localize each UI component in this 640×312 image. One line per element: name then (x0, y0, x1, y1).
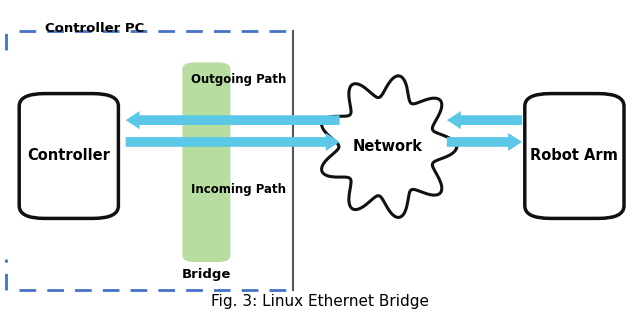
Text: Controller: Controller (28, 149, 110, 163)
FancyArrowPatch shape (125, 133, 340, 151)
FancyArrowPatch shape (447, 133, 522, 151)
FancyBboxPatch shape (19, 94, 118, 218)
Text: Controller PC: Controller PC (45, 22, 144, 35)
Text: Bridge: Bridge (181, 268, 231, 281)
Text: Outgoing Path: Outgoing Path (191, 73, 286, 86)
Text: Network: Network (352, 139, 422, 154)
FancyBboxPatch shape (182, 62, 230, 262)
FancyBboxPatch shape (525, 94, 624, 218)
Text: Incoming Path: Incoming Path (191, 183, 285, 196)
FancyArrowPatch shape (447, 111, 522, 129)
FancyArrowPatch shape (125, 111, 340, 129)
Text: Fig. 3: Linux Ethernet Bridge: Fig. 3: Linux Ethernet Bridge (211, 294, 429, 309)
Polygon shape (321, 76, 457, 217)
Text: Robot Arm: Robot Arm (531, 149, 618, 163)
